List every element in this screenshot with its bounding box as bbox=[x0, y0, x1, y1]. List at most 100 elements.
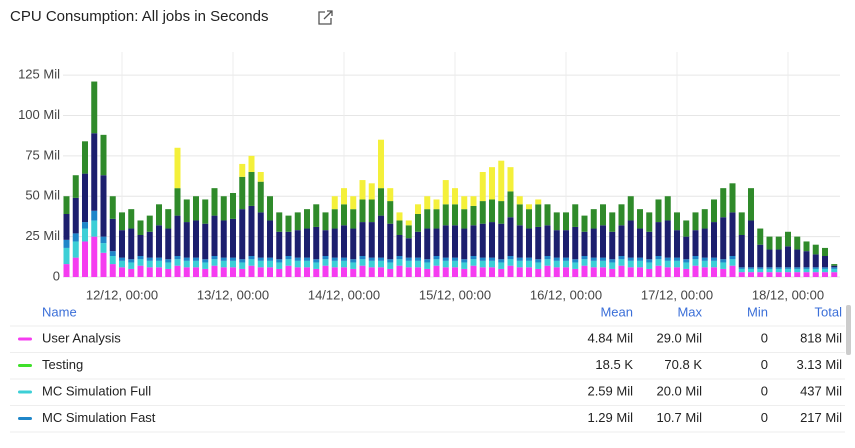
bar-segment bbox=[812, 268, 819, 273]
bar-segment bbox=[387, 268, 394, 277]
bar-segment bbox=[470, 259, 477, 266]
bar-segment bbox=[692, 265, 699, 277]
bar-segment bbox=[655, 256, 662, 260]
bar-segment bbox=[183, 222, 190, 258]
bar-segment bbox=[803, 268, 810, 273]
scrollbar[interactable] bbox=[846, 305, 851, 355]
bar-segment bbox=[378, 188, 384, 216]
legend-cell: 4.84 Mil bbox=[587, 330, 633, 345]
bar-segment bbox=[516, 196, 523, 205]
bar-segment bbox=[368, 222, 375, 258]
bar-segment bbox=[220, 267, 227, 277]
bar-segment bbox=[82, 222, 88, 229]
bar-segment bbox=[304, 267, 310, 277]
bar-segment bbox=[535, 259, 542, 263]
bar-segment bbox=[470, 256, 477, 260]
bar-segment bbox=[193, 257, 199, 261]
bar-segment bbox=[711, 257, 717, 261]
bar-segment bbox=[720, 217, 727, 260]
bar-segment bbox=[452, 204, 458, 226]
bar-segment bbox=[627, 196, 634, 221]
bar-segment bbox=[600, 260, 606, 268]
bar-segment bbox=[415, 204, 421, 214]
bar-segment bbox=[63, 247, 70, 265]
bar-segment bbox=[544, 259, 551, 266]
bar-segment bbox=[119, 257, 125, 261]
bar-segment bbox=[544, 204, 551, 226]
bar-segment bbox=[618, 256, 625, 260]
bar-segment bbox=[646, 268, 653, 277]
bar-segment bbox=[655, 199, 662, 223]
bar-segment bbox=[516, 225, 523, 258]
bar-segment bbox=[220, 220, 227, 258]
external-link-icon[interactable] bbox=[318, 10, 333, 25]
bar-segment bbox=[396, 220, 403, 235]
bar-segment bbox=[239, 268, 246, 277]
bar-segment bbox=[285, 259, 292, 266]
bar-segment bbox=[257, 260, 264, 268]
bar-segment bbox=[664, 260, 671, 268]
bar-segment bbox=[442, 260, 449, 268]
bar-segment bbox=[82, 173, 88, 223]
bar-segment bbox=[341, 225, 347, 258]
bar-segment bbox=[368, 183, 375, 200]
bar-segment bbox=[711, 222, 717, 258]
bar-segment bbox=[341, 204, 347, 226]
bar-segment bbox=[109, 251, 116, 256]
bar-segment bbox=[230, 193, 236, 219]
bar-segment bbox=[424, 259, 431, 263]
bar-segment bbox=[757, 267, 764, 269]
bar-segment bbox=[720, 259, 727, 263]
bar-segment bbox=[183, 199, 190, 223]
y-tick-label: 125 Mil bbox=[18, 67, 60, 82]
bar-segment bbox=[82, 141, 88, 174]
bar-segment bbox=[507, 191, 514, 218]
bar-segment bbox=[812, 267, 819, 269]
bar-segment bbox=[433, 259, 440, 266]
bar-segment bbox=[276, 231, 283, 260]
bar-segment bbox=[720, 262, 727, 269]
bar-segment bbox=[646, 259, 653, 263]
bar-segment bbox=[590, 260, 597, 268]
x-tick-label: 18/12, 00:00 bbox=[752, 287, 824, 302]
bar-segment bbox=[257, 267, 264, 277]
bar-segment bbox=[748, 188, 754, 221]
legend-cell: MC Simulation Full bbox=[42, 383, 151, 398]
bar-segment bbox=[498, 262, 505, 269]
bar-segment bbox=[618, 265, 625, 277]
bar-segment bbox=[479, 260, 486, 268]
legend-header: Name bbox=[42, 304, 77, 319]
bar-segment bbox=[590, 257, 597, 261]
bar-segment bbox=[72, 241, 79, 258]
bar-segment bbox=[507, 256, 514, 260]
bar-segment bbox=[637, 267, 643, 277]
legend-cell: MC Simulation Fast bbox=[42, 410, 156, 425]
legend-cell: 1.29 Mil bbox=[587, 410, 633, 425]
bar-segment bbox=[674, 257, 680, 261]
bar-segment bbox=[461, 259, 468, 263]
bar-segment bbox=[535, 262, 542, 269]
bar-segment bbox=[72, 175, 79, 198]
bar-segment bbox=[757, 268, 764, 273]
panel-title: CPU Consumption: All jobs in Seconds bbox=[10, 8, 268, 25]
bar-segment bbox=[803, 251, 810, 268]
bar-segment bbox=[128, 259, 135, 263]
bar-segment bbox=[63, 264, 70, 277]
bar-segment bbox=[812, 244, 819, 255]
bar-segment bbox=[461, 268, 468, 277]
bar-segment bbox=[119, 260, 125, 268]
bar-segment bbox=[563, 212, 569, 231]
legend-header: Max bbox=[677, 304, 702, 319]
legend-cell: 0 bbox=[761, 330, 768, 345]
bar-segment bbox=[322, 259, 329, 266]
bar-segment bbox=[803, 241, 810, 252]
bar-segment bbox=[322, 212, 329, 231]
bar-segment bbox=[600, 257, 606, 261]
bar-segment bbox=[609, 262, 616, 269]
bar-segment bbox=[563, 230, 569, 258]
bar-segment bbox=[544, 256, 551, 260]
bar-segment bbox=[452, 257, 458, 261]
bar-segment bbox=[294, 212, 301, 231]
bar-segment bbox=[655, 259, 662, 266]
bar-segment bbox=[637, 228, 643, 258]
